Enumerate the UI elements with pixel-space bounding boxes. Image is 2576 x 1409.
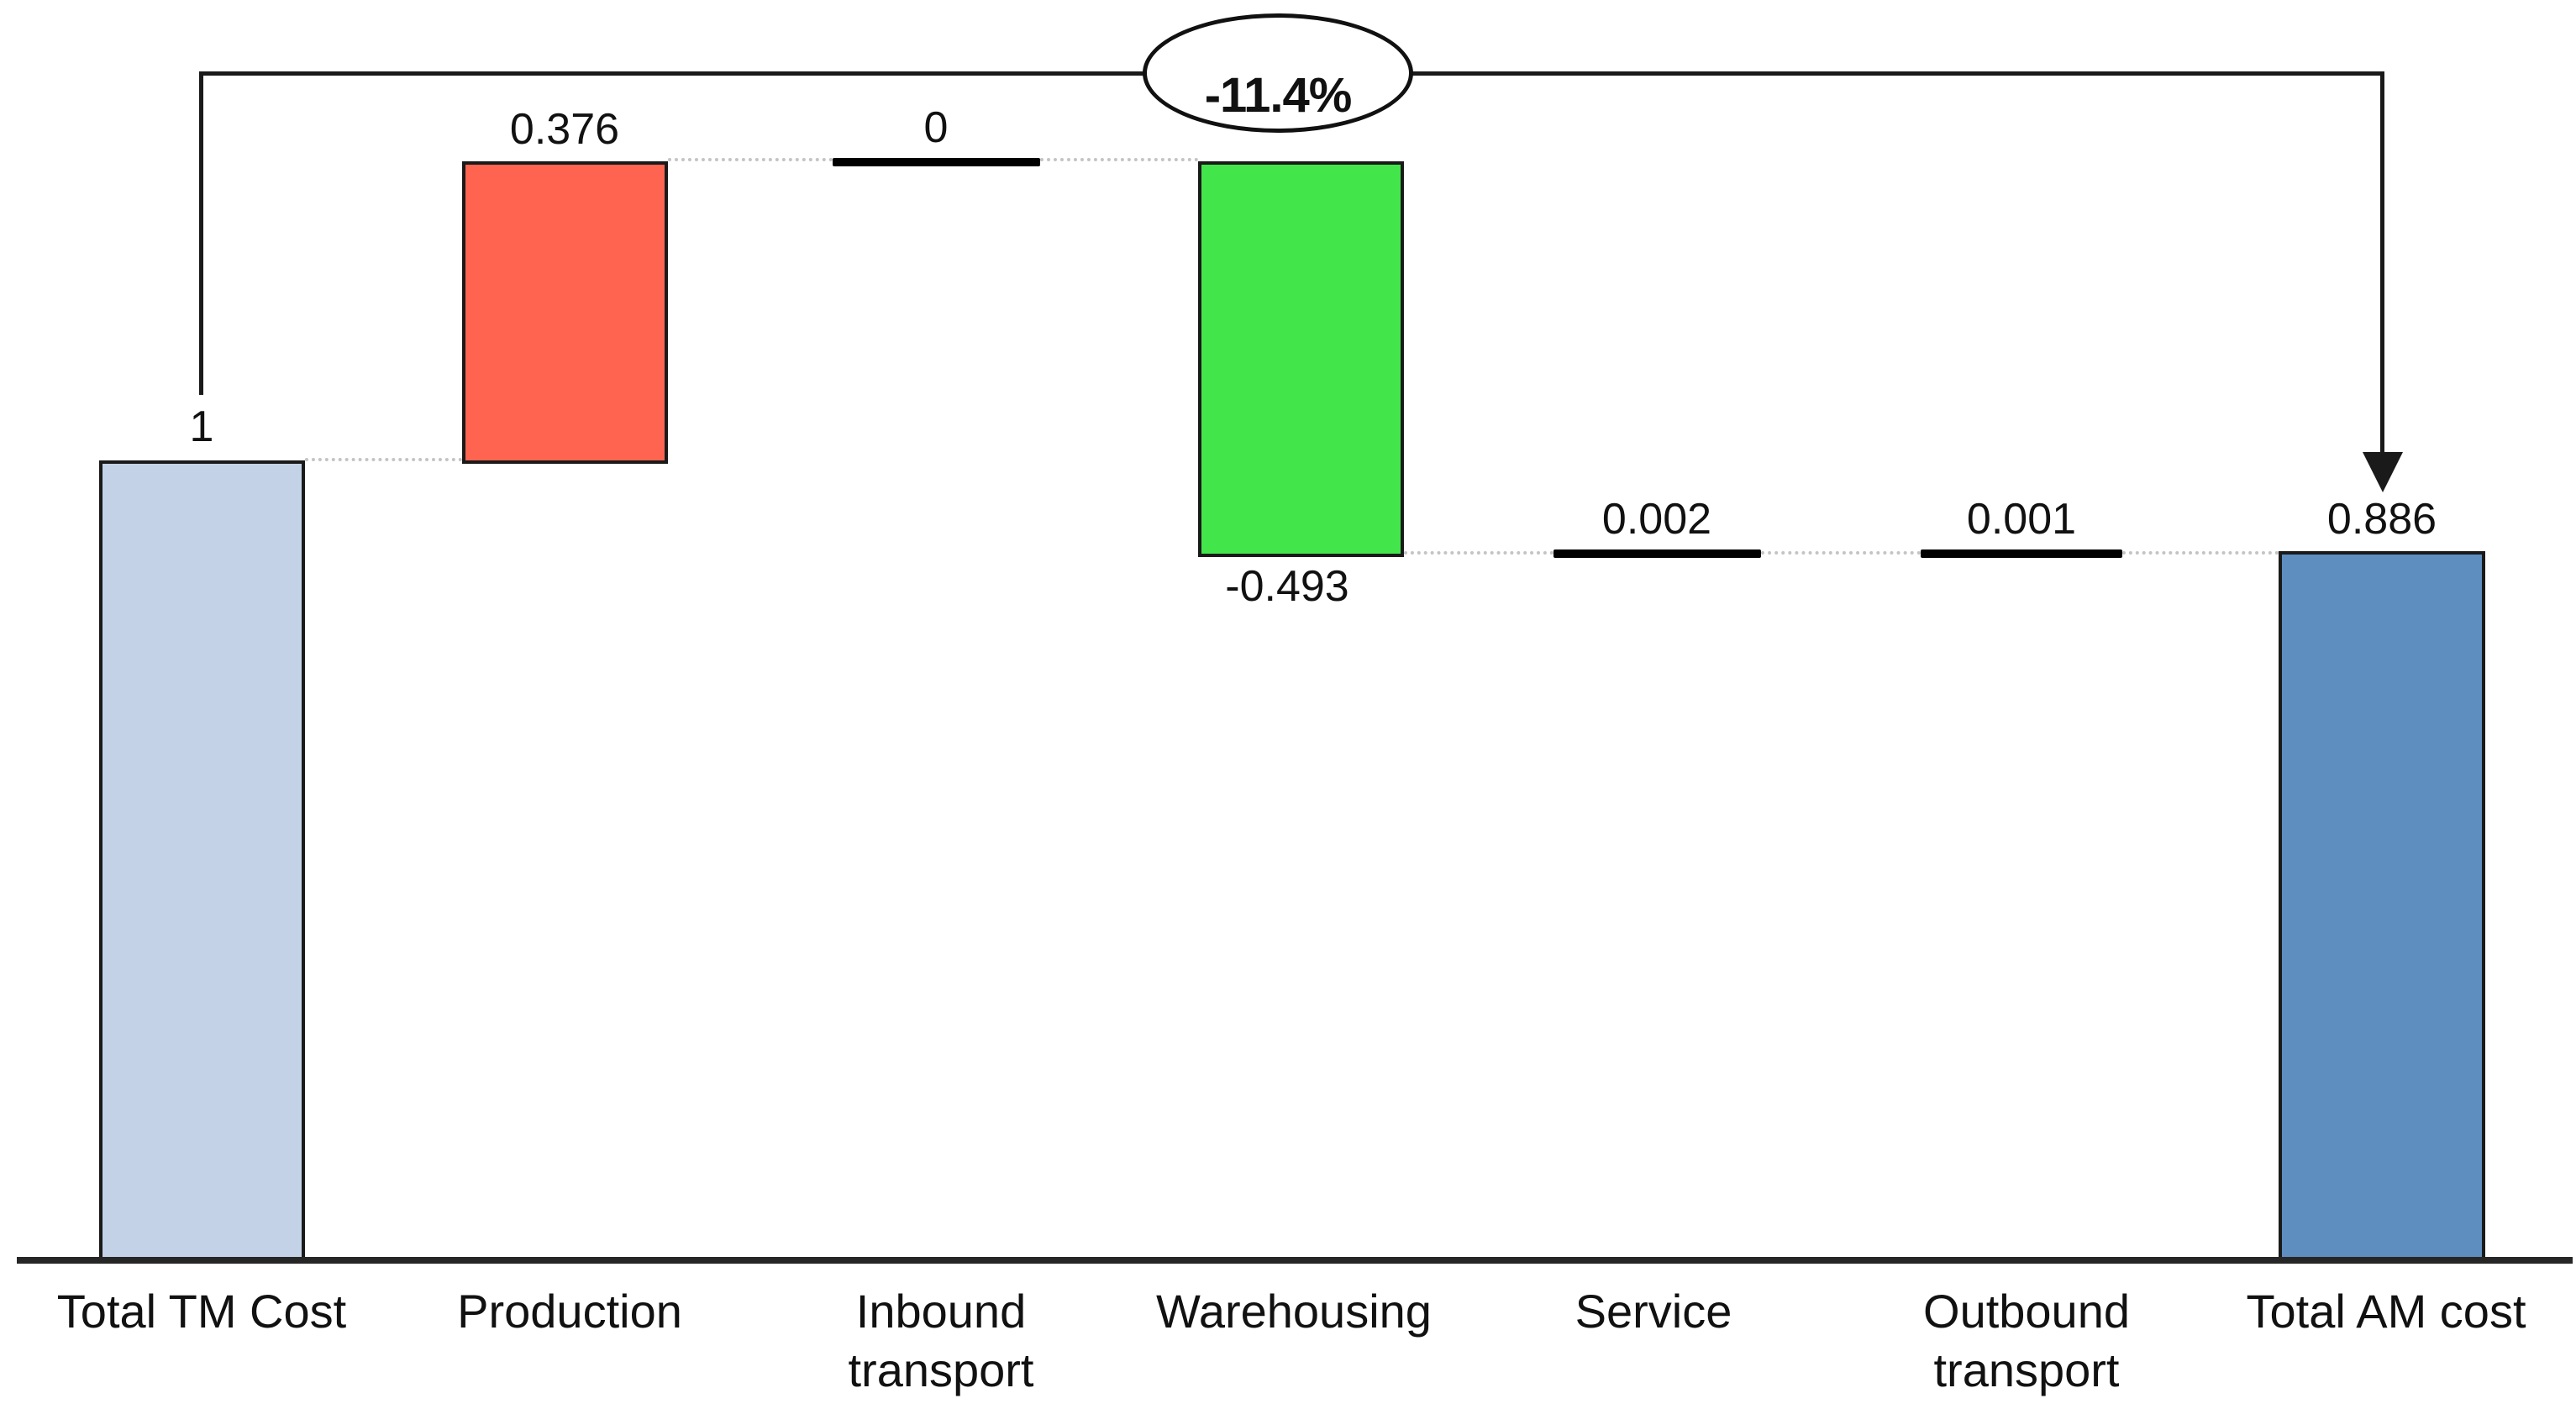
category-label-production: Production — [457, 1285, 682, 1338]
category-label-total-tm-cost: Total TM Cost — [56, 1285, 347, 1338]
value-label-total-am-cost: 0.886 — [2326, 495, 2437, 544]
down-arrow-icon — [2363, 452, 2403, 492]
connector-dotted-line — [668, 158, 833, 161]
value-label-production: 0.376 — [509, 105, 620, 154]
value-label-outbound-transport: 0.001 — [1966, 495, 2077, 544]
category-label-warehousing: Warehousing — [1156, 1285, 1432, 1338]
category-label-total-am-cost: Total AM cost — [2246, 1285, 2526, 1338]
bracket-right-drop-line — [2380, 71, 2384, 454]
value-label-inbound-transport: 0 — [923, 103, 949, 152]
category-label-outbound-transport: Outbound transport — [1923, 1285, 2130, 1396]
value-label-warehousing: -0.493 — [1225, 562, 1349, 611]
tiny-line-service — [1553, 549, 1761, 558]
bar-total-am-cost — [2279, 551, 2485, 1261]
bracket-left-riser-line — [199, 71, 203, 395]
category-label-inbound-transport: Inbound transport — [848, 1285, 1034, 1396]
value-label-service: 0.002 — [1601, 495, 1712, 544]
connector-dotted-line — [1040, 158, 1198, 161]
tiny-line-outbound-transport — [1921, 549, 2122, 558]
connector-dotted-line — [2122, 551, 2279, 555]
zero-line-inbound-transport — [833, 158, 1040, 166]
change-percentage-label: -11.4% — [1204, 67, 1353, 123]
x-axis-line — [17, 1257, 2573, 1264]
bar-warehousing — [1198, 161, 1404, 557]
connector-dotted-line — [1761, 551, 1921, 555]
change-percentage-badge: -11.4% — [1143, 13, 1413, 133]
category-label-service: Service — [1575, 1285, 1732, 1338]
connector-dotted-line — [305, 458, 462, 461]
value-label-total-tm-cost: 1 — [189, 402, 214, 451]
bar-production — [462, 161, 668, 464]
bar-total-tm-cost — [99, 460, 305, 1261]
connector-dotted-line — [1404, 551, 1553, 555]
